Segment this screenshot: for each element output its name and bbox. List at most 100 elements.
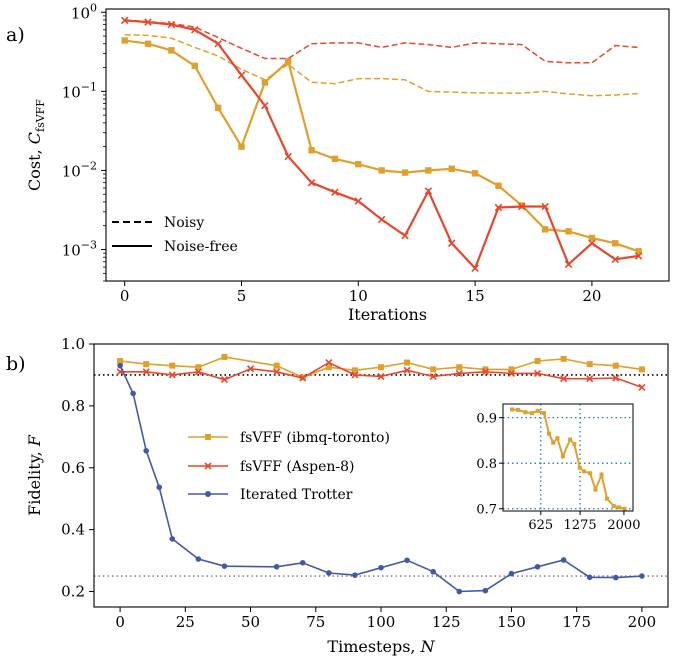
data-point (168, 47, 175, 54)
data-point (518, 202, 526, 211)
inset-data-point (572, 442, 577, 447)
data-point (246, 365, 255, 373)
data-point (560, 355, 567, 362)
x-tick-label: 5 (237, 287, 247, 305)
inset-data-point (593, 487, 598, 492)
inset-background (503, 404, 633, 511)
data-point (214, 39, 222, 48)
data-point (325, 358, 333, 367)
data-point (168, 371, 176, 379)
data-point (447, 239, 456, 248)
data-point (403, 366, 411, 374)
inset-data-point (617, 505, 622, 510)
data-point (565, 228, 572, 235)
data-point (482, 366, 489, 373)
data-point (482, 587, 489, 594)
data-point (534, 358, 541, 365)
data-point (586, 361, 593, 368)
data-point (455, 369, 463, 377)
data-point (495, 182, 502, 189)
data-point (307, 178, 316, 187)
data-point (612, 362, 619, 369)
inset-data-point (599, 472, 604, 477)
data-point (273, 368, 281, 376)
data-point (378, 167, 385, 174)
data-point (273, 563, 280, 570)
y-tick-label: 0.4 (61, 521, 85, 539)
legend-marker (205, 434, 211, 440)
data-point (377, 215, 386, 224)
inset-data-point (568, 437, 573, 442)
inset-data-point (555, 436, 560, 441)
series-line (124, 19, 639, 64)
data-point (169, 536, 176, 542)
data-point (430, 366, 437, 373)
data-point (401, 231, 409, 240)
data-point (285, 58, 292, 65)
data-point (508, 570, 515, 577)
data-point (195, 364, 202, 371)
data-point (299, 374, 307, 382)
inset-data-point (516, 407, 521, 412)
x-tick-label: 20 (582, 287, 601, 305)
x-axis-label: Iterations (348, 305, 427, 324)
cost-chart: 100 10−1 10−2 10−3 0 5 10 15 20 Noisy Noise-free It… (25, 1, 670, 324)
data-point (611, 255, 620, 264)
inset-y-tick-label: 0.9 (476, 412, 497, 427)
data-point (144, 40, 152, 47)
data-point (588, 234, 596, 242)
data-point (195, 556, 202, 562)
plot-frame (105, 8, 670, 282)
x-tick-label: 0 (115, 613, 125, 631)
data-point (586, 574, 593, 581)
y-tick-label: 0.8 (61, 397, 85, 415)
data-point (144, 18, 152, 26)
inset-data-point (622, 506, 627, 511)
data-point (331, 188, 339, 197)
data-point (541, 202, 549, 211)
data-point (425, 167, 432, 174)
inset-y-tick-label: 0.7 (476, 503, 497, 518)
data-point (142, 368, 150, 376)
series-line (119, 365, 642, 593)
inset-x-tick-label: 2000 (607, 518, 640, 533)
y-tick-label: 0.6 (61, 459, 85, 477)
data-point (541, 226, 549, 233)
panel-a-label: a) (6, 24, 25, 46)
y-axis-label: Cost, CfsVFF (25, 99, 47, 191)
data-point (169, 362, 176, 369)
inset-data-point (530, 411, 535, 416)
legend-label: Noise-free (164, 239, 238, 255)
x-tick-label: 10 (349, 287, 368, 305)
data-point (143, 447, 149, 454)
data-point (299, 559, 306, 566)
inset-data-point (611, 503, 616, 508)
data-point (494, 203, 503, 212)
data-point (612, 374, 620, 382)
data-point (325, 364, 332, 371)
data-point (534, 563, 541, 570)
data-point (156, 484, 163, 491)
data-point (120, 16, 129, 25)
data-point (378, 364, 384, 371)
data-point (639, 573, 645, 579)
data-point (238, 143, 245, 150)
data-point (221, 563, 228, 569)
data-point (564, 260, 573, 269)
data-point (352, 572, 358, 578)
data-point (635, 248, 642, 255)
y-tick-label: 10−3 (62, 239, 97, 260)
data-point (456, 588, 463, 595)
data-point (308, 147, 315, 154)
x-tick-label: 0 (120, 287, 130, 305)
data-point (424, 187, 433, 195)
x-tick-label: 150 (497, 613, 526, 631)
data-point (261, 79, 269, 86)
data-point (588, 239, 596, 248)
data-point (560, 557, 567, 563)
x-tick-label: 50 (241, 613, 260, 631)
data-point (191, 62, 198, 70)
data-point (351, 367, 358, 374)
data-point (507, 369, 516, 377)
data-point (194, 368, 202, 376)
